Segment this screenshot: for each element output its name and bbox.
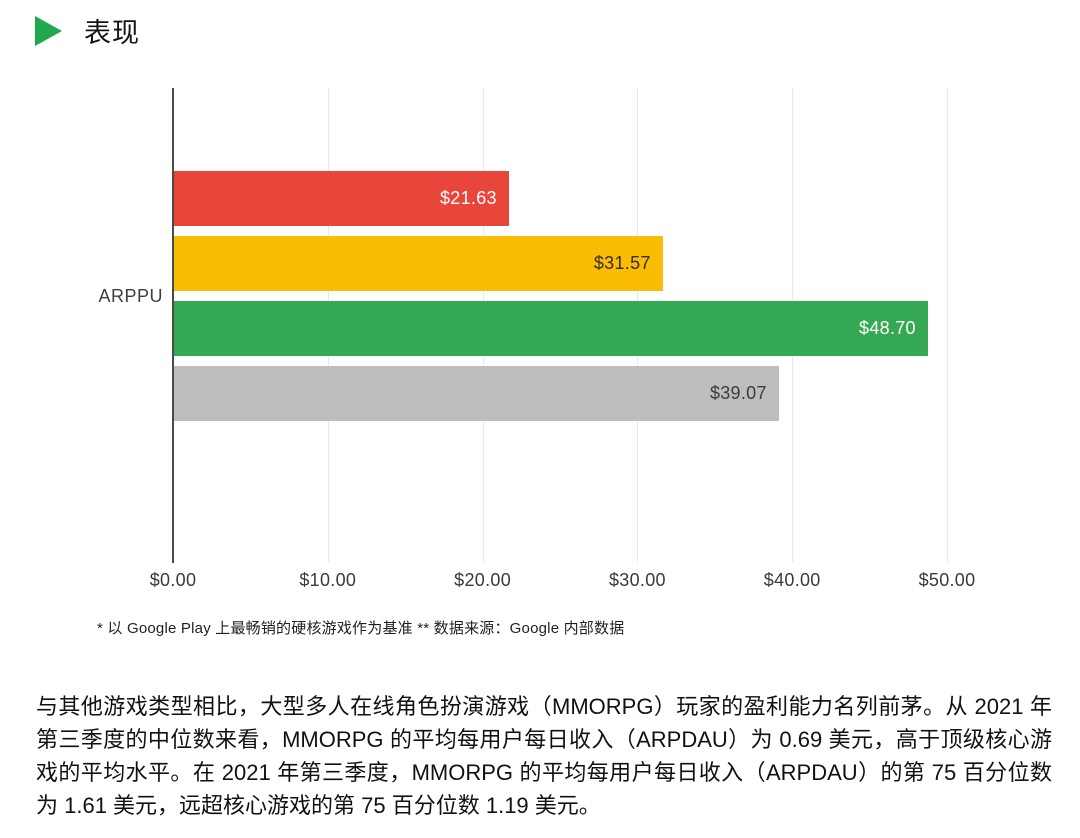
bar-value-label: $48.70: [859, 318, 916, 338]
x-axis-tick-label: $40.00: [763, 570, 821, 590]
section-header: 表现: [35, 11, 140, 50]
bar-value-label: $39.07: [709, 383, 767, 403]
bar-series-2-yellow: $31.57: [174, 236, 663, 291]
category-axis-label: ARPPU: [98, 286, 163, 306]
y-axis-line: [172, 88, 174, 563]
bar-value-label: $31.57: [593, 253, 651, 273]
bar-series-4-gray: $39.07: [174, 366, 779, 421]
bar-series-3-green: $48.70: [174, 301, 928, 356]
x-axis-tick-label: $50.00: [918, 570, 976, 590]
section-title: 表现: [84, 18, 140, 48]
gridline: [947, 88, 948, 562]
play-triangle-icon: [35, 15, 62, 46]
x-axis-tick-label: $10.00: [299, 570, 357, 590]
body-paragraph: 与其他游戏类型相比，大型多人在线角色扮演游戏（MMORPG）玩家的盈利能力名列前…: [36, 694, 1052, 818]
x-axis-tick-label: $0.00: [149, 570, 197, 590]
bar-series-1-red: $21.63: [174, 171, 509, 226]
x-axis-tick-label: $30.00: [608, 570, 666, 590]
chart-footnote: * 以 Google Play 上最畅销的硬核游戏作为基准 ** 数据来源：Go…: [97, 620, 625, 637]
x-axis-tick-label: $20.00: [454, 570, 512, 590]
bar-value-label: $21.63: [439, 188, 497, 208]
